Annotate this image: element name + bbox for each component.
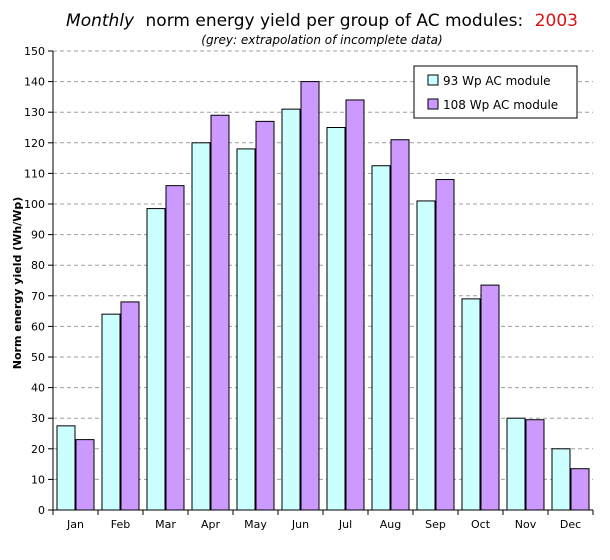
bar-108wp-oct xyxy=(480,284,500,511)
y-tick-label: 0 xyxy=(38,504,45,517)
y-tick-label: 20 xyxy=(31,443,45,456)
bar-93wp-dec xyxy=(551,448,571,511)
y-tick-label: 110 xyxy=(24,167,45,180)
x-tick-label: Jan xyxy=(66,518,84,531)
x-tick-label: Feb xyxy=(111,518,130,531)
bar-108wp-jun xyxy=(300,81,320,511)
chart-title-year: 2003 xyxy=(535,11,578,31)
legend-swatch-108wp xyxy=(427,98,439,110)
legend-label-108wp: 108 Wp AC module xyxy=(443,98,558,112)
x-tick-label: Jul xyxy=(338,518,352,531)
bar-108wp-sep xyxy=(435,179,455,511)
x-tick-label: Jun xyxy=(291,518,309,531)
y-tick-label: 130 xyxy=(24,106,45,119)
bar-93wp-jan xyxy=(56,425,76,511)
legend-label-93wp: 93 Wp AC module xyxy=(443,74,551,88)
y-tick-label: 60 xyxy=(31,320,45,333)
bar-93wp-sep xyxy=(416,200,436,511)
bar-108wp-mar xyxy=(165,185,185,511)
bar-93wp-jun xyxy=(281,108,301,511)
y-tick-label: 30 xyxy=(31,412,45,425)
y-tick-label: 100 xyxy=(24,198,45,211)
bar-108wp-apr xyxy=(210,114,230,511)
bar-108wp-jul xyxy=(345,99,365,511)
y-tick-label: 50 xyxy=(31,351,45,364)
legend-swatch-93wp xyxy=(427,74,439,86)
chart-title: Monthly norm energy yield per group of A… xyxy=(66,11,578,31)
bar-93wp-oct xyxy=(461,298,481,511)
bar-93wp-nov xyxy=(506,417,526,511)
bar-93wp-may xyxy=(236,148,256,511)
bar-108wp-nov xyxy=(525,419,545,511)
chart-title-emphasis: Monthly xyxy=(66,11,135,31)
bar-93wp-jul xyxy=(326,127,346,511)
y-tick-label: 40 xyxy=(31,382,45,395)
x-tick-label: Apr xyxy=(201,518,221,531)
y-tick-label: 140 xyxy=(24,76,45,89)
x-tick-label: Mar xyxy=(155,518,176,531)
chart-subtitle: (grey: extrapolation of incomplete data) xyxy=(201,33,442,47)
y-tick-label: 150 xyxy=(24,45,45,58)
y-tick-label: 70 xyxy=(31,290,45,303)
y-tick-label: 120 xyxy=(24,137,45,150)
x-tick-label: Nov xyxy=(515,518,537,531)
bar-93wp-feb xyxy=(101,313,121,511)
bar-93wp-mar xyxy=(146,208,166,511)
bar-108wp-dec xyxy=(570,468,590,511)
bar-108wp-aug xyxy=(390,139,410,511)
bar-93wp-apr xyxy=(191,142,211,511)
bar-108wp-feb xyxy=(120,301,140,511)
legend: 93 Wp AC module 108 Wp AC module xyxy=(413,65,578,119)
chart-title-main: norm energy yield per group of AC module… xyxy=(146,11,524,31)
bar-108wp-may xyxy=(255,120,275,511)
axes xyxy=(48,50,594,515)
bar-93wp-aug xyxy=(371,165,391,511)
bar-108wp-jan xyxy=(75,439,95,511)
y-tick-label: 90 xyxy=(31,229,45,242)
x-tick-label: Oct xyxy=(471,518,491,531)
x-tick-labels: Jan Feb Mar Apr May Jun Jul Aug Sep Oct Nov Dec xyxy=(66,518,581,531)
y-tick-label: 80 xyxy=(31,259,45,272)
y-tick-label: 10 xyxy=(31,473,45,486)
x-tick-label: Sep xyxy=(425,518,446,531)
x-tick-label: May xyxy=(244,518,267,531)
bars xyxy=(56,81,590,511)
x-tick-label: Aug xyxy=(380,518,401,531)
y-tick-labels: 0 10 20 30 40 50 60 70 80 90 100 110 120 130 140 150 xyxy=(24,45,45,517)
legend-box xyxy=(413,65,578,119)
y-axis-label: Norm energy yield (Wh/Wp) xyxy=(11,197,24,369)
x-tick-label: Dec xyxy=(560,518,581,531)
